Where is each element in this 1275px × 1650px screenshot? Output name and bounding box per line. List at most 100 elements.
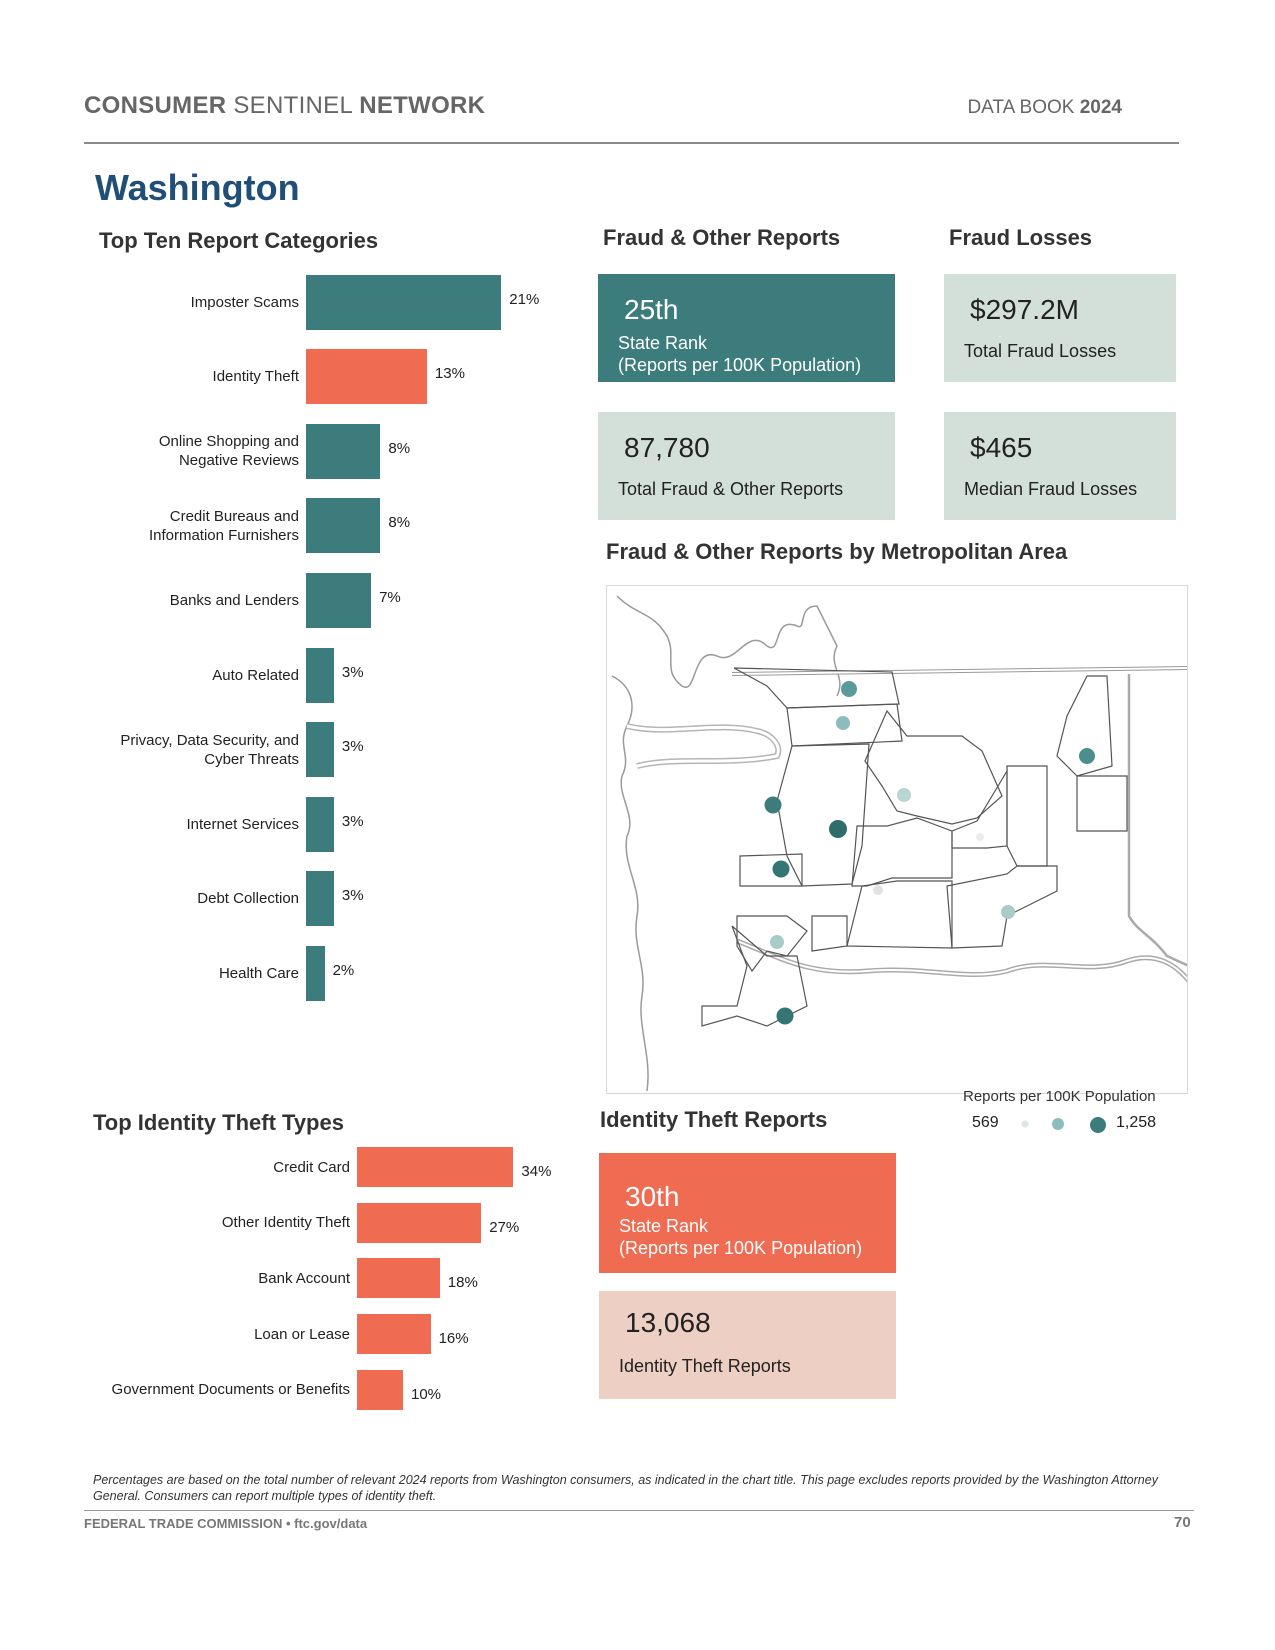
metro-marker: [897, 788, 911, 802]
identity-reports-title: Identity Theft Reports: [600, 1107, 828, 1132]
coastline-north: [616, 595, 841, 697]
bar: [306, 796, 334, 852]
identity-total-card: 13,068 Identity Theft Reports: [599, 1291, 896, 1399]
bar-label: Credit Bureaus and Information Furnishers: [148, 507, 299, 544]
bar: [306, 647, 334, 703]
publication-title: CONSUMER SENTINEL NETWORK: [84, 92, 486, 119]
bar-value-label: 7%: [379, 588, 401, 606]
bar-value-label: 3%: [341, 812, 364, 830]
map-legend-max: 1,258: [1116, 1114, 1157, 1131]
bar-value-label: 34%: [521, 1163, 552, 1180]
metro-marker: [873, 885, 883, 895]
metro-marker: [1079, 748, 1095, 764]
metro-boundaries: [701, 667, 1128, 1027]
metro-markers: [764, 681, 1095, 1025]
bar: [306, 498, 381, 554]
bar-label: Internet Services: [186, 815, 299, 833]
footer-source: FEDERAL TRADE COMMISSION • ftc.gov/data: [84, 1516, 368, 1531]
footnote: Percentages are based on the total numbe…: [93, 1473, 1158, 1503]
metro-marker: [776, 1007, 794, 1025]
map-legend-scale: [1021, 1117, 1106, 1133]
fraud-losses-median-card: $465 Median Fraud Losses: [944, 412, 1176, 520]
fraud-reports-title: Fraud & Other Reports: [603, 225, 841, 250]
fraud-total-value: 87,780: [624, 432, 710, 463]
data-book-label: DATA BOOK 2024: [967, 97, 1122, 118]
metro-marker: [772, 860, 790, 878]
bar: [306, 349, 427, 405]
bar-value-label: 2%: [332, 961, 355, 979]
bar-label: Identity Theft: [212, 368, 299, 386]
bar: [306, 945, 325, 1001]
bar-label: Debt Collection: [197, 890, 299, 908]
fraud-losses-median-label: Median Fraud Losses: [964, 479, 1138, 499]
page-number: 70: [1174, 1514, 1191, 1531]
bar-label: Auto Related: [212, 666, 299, 684]
identity-types-title: Top Identity Theft Types: [93, 1110, 344, 1135]
metro-marker: [1001, 905, 1015, 919]
fraud-losses-total-label: Total Fraud Losses: [964, 341, 1117, 361]
fraud-losses-total-card: $297.2M Total Fraud Losses: [944, 274, 1176, 382]
bar-label: Banks and Lenders: [169, 591, 299, 609]
washington-map-svg: [611, 595, 1187, 1092]
metro-marker: [976, 833, 984, 841]
identity-total-label: Identity Theft Reports: [619, 1356, 791, 1376]
map-legend-min: 569: [972, 1114, 999, 1131]
idaho-border: [1127, 674, 1187, 967]
bar-value-label: 8%: [388, 514, 411, 532]
fraud-losses-total-value: $297.2M: [970, 294, 1079, 325]
metro-area-map: [606, 585, 1188, 1094]
bar-value-label: 16%: [438, 1330, 469, 1348]
coastline-west: [611, 675, 649, 1092]
bar: [306, 274, 502, 330]
identity-rank-label: State Rank (Reports per 100K Population): [619, 1216, 863, 1258]
bar: [306, 572, 372, 628]
bar-label: Bank Account: [258, 1269, 350, 1287]
bar-value-label: 21%: [509, 290, 540, 308]
bar: [306, 871, 334, 927]
top-categories-title: Top Ten Report Categories: [99, 228, 379, 253]
bar-label: Credit Card: [273, 1158, 350, 1176]
bar-value-label: 3%: [341, 663, 364, 681]
fraud-losses-median-value: $465: [970, 432, 1033, 463]
bar: [306, 423, 381, 479]
bar-value-label: 3%: [341, 738, 364, 756]
bar-value-label: 10%: [411, 1385, 442, 1403]
footer-divider: [84, 1510, 1194, 1511]
fraud-losses-title: Fraud Losses: [949, 225, 1093, 250]
metro-marker: [770, 935, 784, 949]
bar-label: Imposter Scams: [190, 293, 299, 311]
fraud-total-label: Total Fraud & Other Reports: [618, 479, 844, 499]
fraud-rank-card: 25th State Rank (Reports per 100K Populat…: [598, 274, 895, 382]
bar-label: Online Shopping and Negative Reviews: [158, 433, 299, 470]
header-divider: [84, 142, 1179, 144]
identity-rank-value: 30th: [625, 1181, 680, 1212]
bar-value-label: 3%: [341, 887, 364, 905]
bar-label: Health Care: [218, 964, 299, 982]
bar-label: Privacy, Data Security, and Cyber Threats: [120, 731, 299, 768]
fraud-rank-label: State Rank (Reports per 100K Population): [618, 333, 862, 375]
page-title: Washington: [95, 167, 300, 208]
bar: [357, 1202, 482, 1243]
bar: [306, 722, 334, 778]
identity-total-value: 13,068: [625, 1307, 711, 1338]
map-legend-title: Reports per 100K Population: [963, 1088, 1156, 1105]
bar-label: Government Documents or Benefits: [111, 1381, 350, 1399]
identity-rank-card: 30th State Rank (Reports per 100K Populat…: [599, 1153, 896, 1273]
bar: [357, 1369, 403, 1410]
bar: [357, 1258, 440, 1299]
bar: [357, 1147, 514, 1187]
bar-label: Other Identity Theft: [221, 1214, 350, 1232]
bar-value-label: 18%: [447, 1274, 478, 1292]
metro-marker: [829, 820, 847, 838]
bar-value-label: 27%: [489, 1218, 520, 1236]
metro-map-title: Fraud & Other Reports by Metropolitan Ar…: [606, 539, 1068, 564]
bar: [357, 1314, 431, 1355]
metro-marker: [764, 796, 782, 814]
metro-marker: [836, 716, 850, 730]
bar-label: Loan or Lease: [254, 1325, 350, 1343]
fraud-rank-value: 25th: [624, 294, 679, 325]
fraud-total-card: 87,780 Total Fraud & Other Reports: [598, 412, 895, 520]
metro-marker: [841, 681, 857, 697]
bar-value-label: 8%: [388, 439, 411, 457]
bar-value-label: 13%: [434, 365, 465, 383]
